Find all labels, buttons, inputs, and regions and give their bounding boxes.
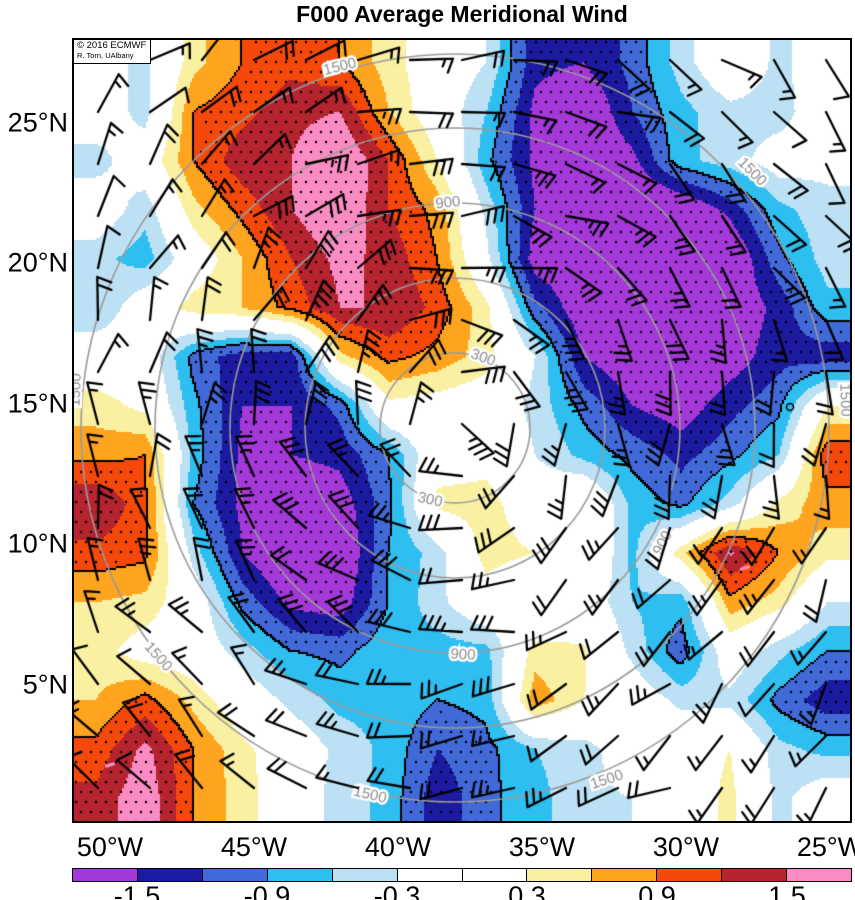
x-tick-50°W: 50°W — [76, 832, 144, 862]
wind-barb-canvas — [72, 38, 852, 823]
x-tick-30°W: 30°W — [652, 832, 720, 862]
y-tick-10°N: 10°N — [7, 528, 68, 559]
x-tick-25°W: 25°W — [796, 832, 855, 862]
colorbar-tick--0.9: -0.9 — [243, 881, 291, 900]
colorbar-tick-0.3: 0.3 — [508, 881, 546, 900]
chart-title: F000 Average Meridional Wind — [296, 1, 628, 27]
colorbar-segment-0 — [73, 869, 137, 881]
colorbar-tick--0.3: -0.3 — [373, 881, 421, 900]
colorbar-tick--1.5: -1.5 — [113, 881, 161, 900]
colorbar-tick-1.5: 1.5 — [768, 881, 806, 900]
colorbar-segment-10 — [721, 869, 787, 881]
x-tick-35°W: 35°W — [508, 832, 576, 862]
y-tick-25°N: 25°N — [7, 107, 68, 138]
colorbar-segment-1 — [136, 869, 202, 881]
credit-box: © 2016 ECMWF R. Torn, UAlbany — [73, 39, 152, 64]
colorbar-segment-9 — [656, 869, 722, 881]
colorbar-segment-11 — [786, 869, 852, 881]
colorbar-segment-7 — [526, 869, 592, 881]
colorbar — [72, 868, 852, 882]
x-tick-45°W: 45°W — [220, 832, 288, 862]
colorbar-segment-6 — [461, 869, 527, 881]
credit-line-2: R. Torn, UAlbany — [77, 50, 134, 60]
colorbar-segment-3 — [266, 869, 332, 881]
colorbar-tick-0.9: 0.9 — [638, 881, 676, 900]
colorbar-segment-8 — [591, 869, 657, 881]
colorbar-segment-4 — [331, 869, 397, 881]
map-plot-area: © 2016 ECMWF R. Torn, UAlbany — [72, 38, 852, 823]
y-tick-20°N: 20°N — [7, 247, 68, 278]
colorbar-segment-2 — [201, 869, 267, 881]
y-tick-5°N: 5°N — [22, 669, 68, 700]
y-tick-15°N: 15°N — [7, 388, 68, 419]
credit-line-1: © 2016 ECMWF — [77, 40, 147, 51]
colorbar-segment-5 — [396, 869, 462, 881]
x-tick-40°W: 40°W — [364, 832, 432, 862]
